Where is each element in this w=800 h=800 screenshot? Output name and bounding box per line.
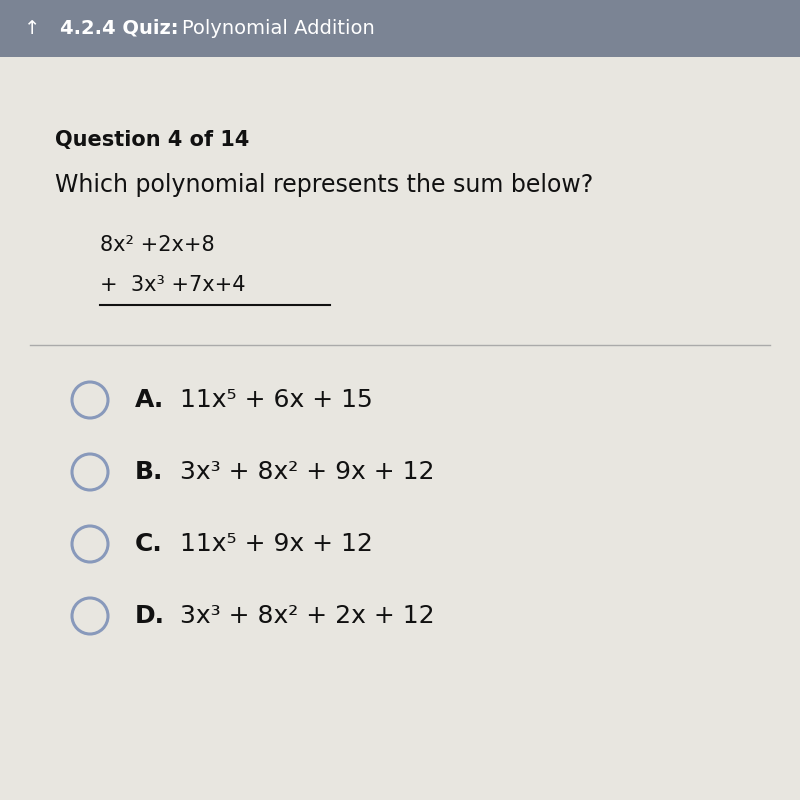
Text: 3x³ + 8x² + 9x + 12: 3x³ + 8x² + 9x + 12 xyxy=(180,460,434,484)
FancyBboxPatch shape xyxy=(0,0,800,57)
Text: 4.2.4 Quiz:: 4.2.4 Quiz: xyxy=(60,19,178,38)
Text: 3x³ + 8x² + 2x + 12: 3x³ + 8x² + 2x + 12 xyxy=(180,604,434,628)
Text: C.: C. xyxy=(135,532,162,556)
Text: D.: D. xyxy=(135,604,165,628)
Text: Polynomial Addition: Polynomial Addition xyxy=(182,19,374,38)
Text: B.: B. xyxy=(135,460,163,484)
Text: +  3x³ +7x+4: + 3x³ +7x+4 xyxy=(100,275,246,295)
Text: 8x² +2x+8: 8x² +2x+8 xyxy=(100,235,214,255)
Text: A.: A. xyxy=(135,388,164,412)
Text: 11x⁵ + 6x + 15: 11x⁵ + 6x + 15 xyxy=(180,388,373,412)
Text: 11x⁵ + 9x + 12: 11x⁵ + 9x + 12 xyxy=(180,532,373,556)
Text: Question 4 of 14: Question 4 of 14 xyxy=(55,130,250,150)
Text: ↑: ↑ xyxy=(24,19,40,38)
Text: Which polynomial represents the sum below?: Which polynomial represents the sum belo… xyxy=(55,173,594,197)
